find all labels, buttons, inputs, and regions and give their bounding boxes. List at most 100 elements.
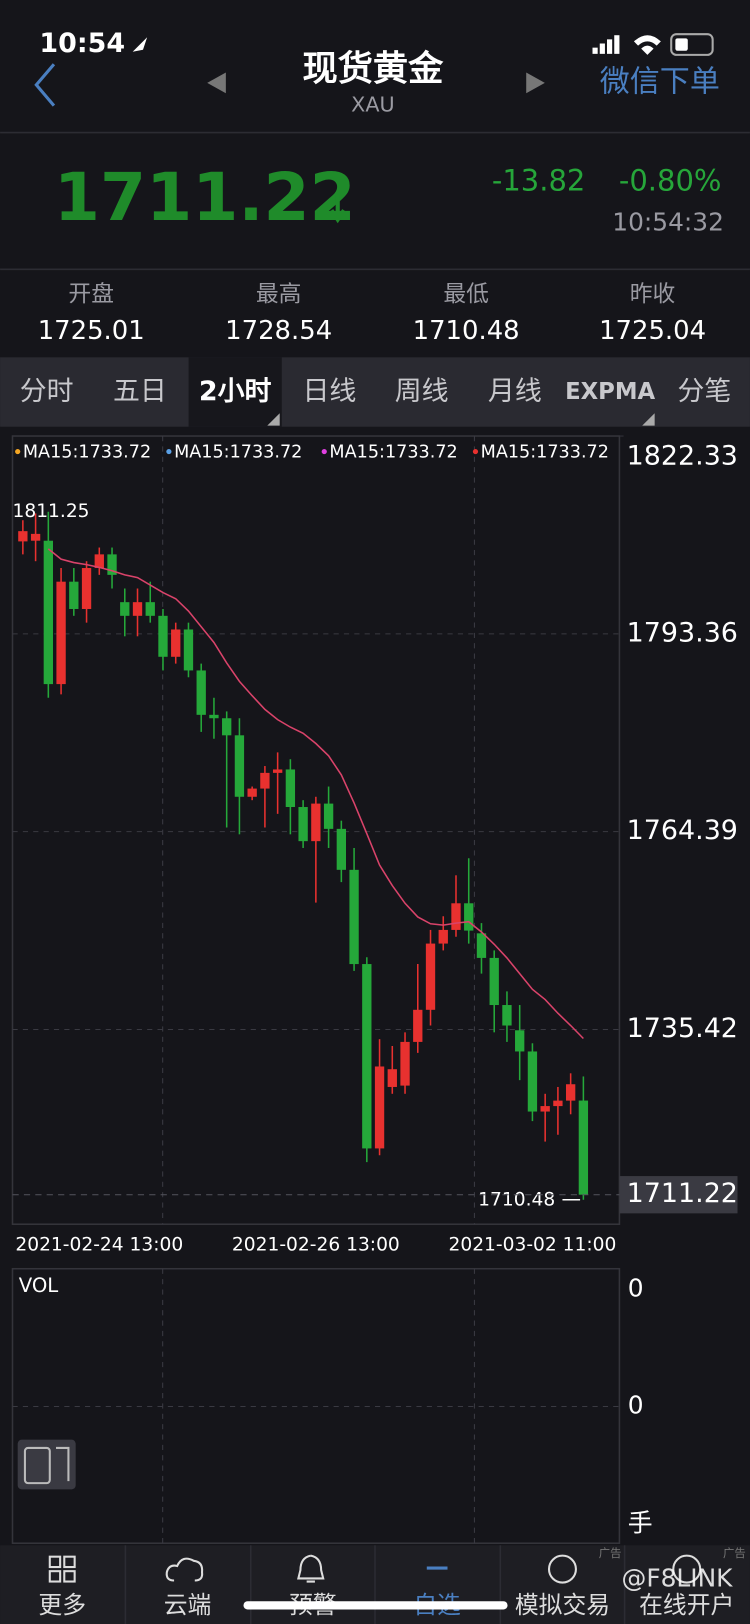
tabs: 分时 五日 2小时 日线 周线 月线 EXPMA 分笔 xyxy=(20,376,731,407)
ad-tag: 广告 xyxy=(599,1546,622,1560)
candle-body xyxy=(451,903,461,930)
candle-body xyxy=(323,803,334,829)
legend-label: MA15:1733.72 xyxy=(329,443,457,463)
ma-line xyxy=(47,548,584,1040)
last-price-box xyxy=(619,1176,738,1214)
candle-body xyxy=(374,1066,385,1149)
legend-label: MA15:1733.72 xyxy=(174,443,302,463)
candle-body xyxy=(565,1084,576,1101)
tab[interactable]: 日线 xyxy=(303,376,357,407)
candle-body xyxy=(247,788,257,797)
plot-frame xyxy=(11,435,621,1225)
candle-body xyxy=(527,1051,538,1112)
battery-level xyxy=(675,38,688,51)
candle-body xyxy=(489,957,499,1006)
tab[interactable]: 五日 xyxy=(113,376,167,407)
candle-body xyxy=(81,568,92,609)
candle-body xyxy=(464,903,474,931)
stat-value: 1725.04 xyxy=(599,316,706,346)
nav-item[interactable]: 更多 xyxy=(38,1591,86,1619)
candle-body xyxy=(515,1030,525,1052)
candle-body xyxy=(540,1106,550,1112)
candle-body xyxy=(336,828,346,870)
candle-body xyxy=(30,533,41,541)
nav-item[interactable]: 模拟交易 xyxy=(515,1591,610,1619)
candle-body xyxy=(272,769,283,773)
down-arrow xyxy=(329,194,346,224)
tab[interactable]: 分时 xyxy=(20,376,74,407)
back-button[interactable] xyxy=(34,63,56,107)
y-tick-label: 1822.33 xyxy=(627,440,738,471)
candle-body xyxy=(120,602,130,616)
legend-dot xyxy=(321,448,327,455)
y-tick-label: 1764.39 xyxy=(627,815,738,846)
max-label: 1811.25 xyxy=(13,501,90,522)
stat-label: 最低 xyxy=(443,282,489,308)
candle-body xyxy=(234,735,245,797)
candle-body xyxy=(158,615,168,657)
rotate-button[interactable] xyxy=(17,1439,76,1490)
candle-body xyxy=(413,1009,423,1042)
candle-body xyxy=(132,602,143,616)
candle-body xyxy=(553,1100,563,1107)
header-subtitle: XAU xyxy=(351,93,395,117)
legend-dot xyxy=(15,448,21,455)
location-icon xyxy=(132,37,148,52)
candle-body xyxy=(311,803,321,842)
x-tick-label: 2021-02-26 13:00 xyxy=(232,1234,400,1255)
signal-icon xyxy=(592,35,620,54)
candle-body xyxy=(222,718,232,736)
x-tick-label: 2021-02-24 13:00 xyxy=(15,1234,183,1255)
last-price: 1711.22 xyxy=(54,158,356,236)
min-label: 1710.48 xyxy=(478,1189,555,1210)
tab[interactable]: 分笔 xyxy=(677,376,731,407)
nav-item[interactable]: 在线开户 xyxy=(639,1591,734,1619)
volume-title: VOL xyxy=(19,1274,59,1297)
y-tick-label: 1735.42 xyxy=(627,1013,738,1044)
order-button[interactable]: 微信下单 xyxy=(600,64,720,99)
tab[interactable]: 月线 xyxy=(488,376,542,407)
volume-axis-label: 0 xyxy=(628,1273,644,1302)
candle-body xyxy=(285,769,296,808)
candle-body xyxy=(209,714,219,719)
tab[interactable]: 周线 xyxy=(395,376,449,407)
status-time: 10:54 xyxy=(39,28,125,59)
price-change-pct: -0.80% xyxy=(619,163,722,197)
battery-icon xyxy=(670,33,714,56)
candle-body xyxy=(260,772,270,789)
tab[interactable]: EXPMA xyxy=(565,379,655,405)
header-title: 现货黄金 xyxy=(303,48,445,89)
last-price-label: 1711.22 xyxy=(627,1178,738,1209)
stat-label: 最高 xyxy=(256,282,302,308)
candle-body xyxy=(400,1041,410,1086)
watermark: @F8LINK xyxy=(622,1563,734,1592)
legend-label: MA15:1733.72 xyxy=(481,443,609,463)
candle-body xyxy=(43,540,53,685)
legend-label: MA15:1733.72 xyxy=(23,443,151,463)
candle-body xyxy=(145,602,155,616)
nav-item[interactable]: 云端 xyxy=(164,1591,212,1619)
quote-time: 10:54:32 xyxy=(612,208,724,237)
price-change: -13.82 xyxy=(492,163,586,197)
prev-button[interactable] xyxy=(207,72,226,94)
tab[interactable]: 2小时 xyxy=(199,376,272,407)
candle-body xyxy=(107,554,117,575)
candle-body xyxy=(362,964,372,1149)
volume-axis-label: 0 xyxy=(628,1391,644,1420)
tab-bar xyxy=(0,357,750,427)
candle-body xyxy=(94,554,104,569)
stat-label: 开盘 xyxy=(68,282,114,308)
candle-body xyxy=(69,581,79,609)
ad-tag: 广告 xyxy=(723,1546,746,1560)
next-button[interactable] xyxy=(526,72,545,94)
legend-dot xyxy=(166,448,172,455)
candle-body xyxy=(171,629,181,657)
candle-body xyxy=(349,869,359,965)
home-indicator xyxy=(243,1601,508,1610)
wifi-icon xyxy=(633,35,661,55)
candle-body xyxy=(56,581,66,685)
nav-icons xyxy=(48,1554,702,1584)
stat-value: 1710.48 xyxy=(413,316,520,346)
